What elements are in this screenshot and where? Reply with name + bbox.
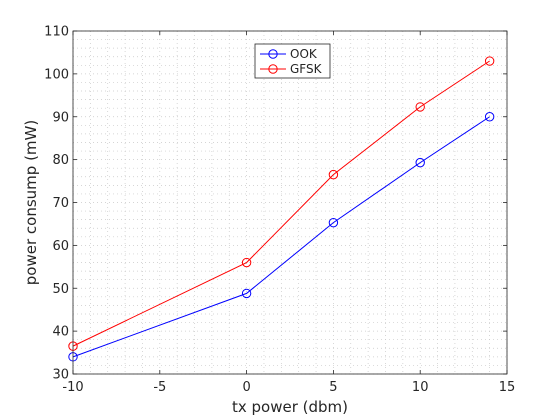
legend-label-gfsk: GFSK — [290, 62, 323, 76]
legend-marker-gfsk — [268, 64, 278, 74]
x-tick-label: 5 — [329, 380, 337, 395]
legend-box — [254, 43, 331, 79]
series-gfsk — [68, 56, 495, 351]
y-tick-label: 100 — [44, 67, 69, 82]
data-point-gfsk — [484, 56, 495, 66]
data-point-ook — [241, 288, 252, 299]
y-tick-label: 60 — [52, 239, 69, 254]
x-tick-label: 15 — [499, 380, 516, 395]
y-tick-label: 40 — [52, 325, 69, 340]
y-axis-label: power consump (mW) — [22, 120, 40, 285]
series-line-ook — [72, 116, 490, 358]
data-point-gfsk — [415, 102, 425, 112]
data-point-gfsk — [241, 257, 252, 268]
y-tick-label: 80 — [52, 153, 69, 168]
legend-marker-ook — [268, 49, 278, 59]
data-point-ook — [484, 112, 495, 122]
y-tick-label: 70 — [52, 196, 69, 211]
data-point-ook — [415, 157, 425, 168]
x-tick-label: -5 — [153, 380, 166, 395]
axis-ticks: -10 -5 0 5 10 15 30 40 50 60 70 80 90 100 110 — [44, 25, 515, 396]
y-tick-label: 110 — [44, 25, 69, 40]
data-point-gfsk — [328, 169, 339, 180]
x-tick-label: 0 — [242, 380, 250, 395]
data-point-ook — [328, 217, 339, 228]
series-line-gfsk — [72, 60, 490, 347]
y-tick-label: 30 — [52, 368, 69, 383]
y-tick-label: 50 — [52, 282, 69, 297]
series-layer — [68, 56, 495, 362]
legend-label-ook: OOK — [290, 47, 318, 61]
x-tick-label: 10 — [412, 380, 429, 395]
series-ook — [68, 112, 495, 362]
y-tick-label: 90 — [52, 110, 69, 125]
x-tick-label: -10 — [62, 380, 83, 395]
x-axis-label: tx power (dbm) — [232, 398, 348, 416]
